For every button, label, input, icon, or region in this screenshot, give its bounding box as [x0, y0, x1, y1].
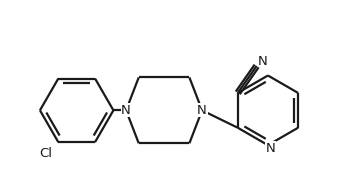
Text: N: N — [266, 142, 275, 155]
Text: N: N — [121, 104, 131, 117]
Text: Cl: Cl — [39, 147, 52, 160]
Text: N: N — [258, 55, 268, 68]
Text: N: N — [197, 104, 207, 117]
